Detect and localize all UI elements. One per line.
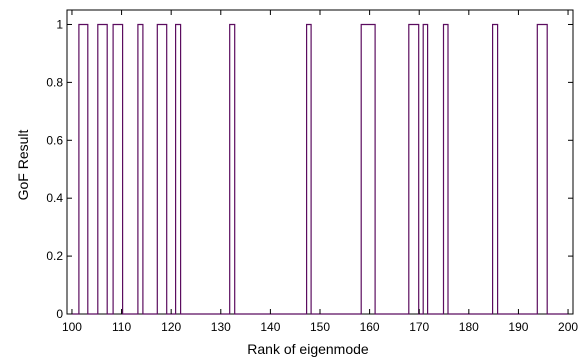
- x-axis-title: Rank of eigenmode: [247, 341, 369, 357]
- x-tick-label: 190: [508, 320, 528, 334]
- x-tick-label: 160: [360, 320, 380, 334]
- y-tick-label: 0.4: [46, 191, 63, 205]
- y-tick-label: 0.6: [46, 133, 63, 147]
- x-tick-label: 150: [310, 320, 330, 334]
- x-tick-label: 120: [161, 320, 181, 334]
- x-axis-ticks: 100 110 120 130 140 150 160 170 180 190 200: [62, 10, 578, 334]
- x-tick-label: 110: [112, 320, 131, 334]
- y-tick-label: 0.8: [46, 75, 63, 89]
- y-tick-label: 0: [56, 307, 63, 321]
- x-tick-label: 180: [459, 320, 479, 334]
- x-tick-label: 130: [211, 320, 231, 334]
- x-tick-label: 140: [260, 320, 280, 334]
- y-tick-label: 0.2: [46, 249, 63, 263]
- x-tick-label: 170: [409, 320, 429, 334]
- y-tick-label: 1: [56, 17, 63, 31]
- x-tick-label: 200: [558, 320, 578, 334]
- x-tick-label: 100: [62, 320, 82, 334]
- y-axis-ticks: 0 0.2 0.4 0.6 0.8 1: [46, 17, 573, 321]
- y-axis-title: GoF Result: [15, 129, 31, 200]
